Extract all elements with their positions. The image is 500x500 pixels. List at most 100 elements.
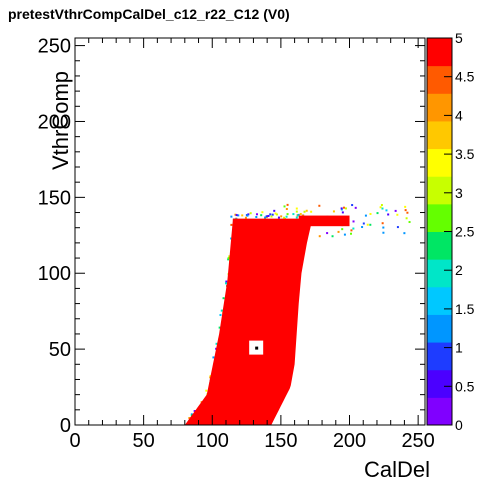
heat-cell [225, 280, 228, 283]
x-axis-label: CalDel [363, 457, 430, 482]
heat-cell [275, 213, 278, 216]
heat-cell [246, 214, 249, 217]
title-box [2, 2, 358, 26]
heat-cell [406, 211, 409, 214]
palette-swatch [427, 259, 452, 288]
heat-cell [283, 216, 286, 219]
heat-cell [342, 206, 345, 209]
palette-swatch [427, 93, 452, 122]
heat-cell [270, 215, 273, 218]
heat-cell [382, 231, 385, 234]
heat-cell [212, 356, 215, 359]
heat-cell [366, 223, 369, 226]
heat-cell [340, 207, 343, 210]
palette-tick-label: 4 [455, 107, 463, 123]
heat-cell [361, 226, 364, 229]
heat-cell [297, 214, 300, 217]
palette-tick-label: 3.5 [455, 146, 475, 162]
palette-swatch [427, 231, 452, 260]
x-tick-label: 100 [196, 430, 229, 452]
heat-cell [280, 215, 283, 218]
heat-cell [362, 222, 365, 225]
heat-cell [205, 389, 208, 392]
heat-cell [344, 207, 347, 210]
heat-cell [341, 228, 344, 231]
heat-cell [241, 214, 244, 217]
heat-cell [295, 207, 298, 210]
palette-tick-label: 4.5 [455, 69, 475, 85]
heat-cell [337, 230, 340, 233]
heat-cell [218, 326, 221, 329]
y-tick-label: 100 [38, 263, 71, 285]
heat-cell [228, 255, 231, 258]
palette-tick-label: 0 [455, 417, 463, 433]
heat-cell [230, 215, 233, 218]
heat-cell [295, 210, 298, 213]
heat-cell [379, 206, 382, 209]
x-tick-label: 0 [69, 430, 80, 452]
plateau-band [298, 215, 350, 227]
heat-cell [277, 216, 280, 219]
heat-cell [381, 222, 384, 225]
heat-cell [234, 213, 237, 216]
palette-tick-label: 3 [455, 185, 463, 201]
palette-tick-label: 1 [455, 340, 463, 356]
heat-cell [404, 205, 407, 208]
heat-cell [382, 226, 385, 229]
heat-cell [380, 204, 383, 207]
heat-cell [247, 213, 250, 216]
heat-cell [352, 220, 355, 223]
heat-cell [352, 227, 355, 230]
heat-cell [286, 203, 289, 206]
main-band [184, 218, 313, 425]
heat-cell [255, 213, 258, 216]
x-tick-label: 250 [401, 430, 434, 452]
heat-cell [350, 232, 353, 235]
heat-cell [408, 221, 411, 224]
heat-cell [285, 215, 288, 218]
heat-cell [350, 229, 353, 232]
palette-tick-label: 5 [455, 30, 463, 46]
y-tick-label: 0 [60, 415, 71, 437]
palette-tick-label: 2 [455, 262, 463, 278]
heat-cell [305, 209, 308, 212]
heat-cell [190, 413, 193, 416]
heat-cell [227, 257, 230, 260]
x-tick-label: 200 [333, 430, 366, 452]
palette-tick-label: 1.5 [455, 301, 475, 317]
palette-swatch [427, 369, 452, 398]
axes: 0 50 100 150 200 250 0 50 100 150 200 250 [38, 36, 435, 452]
heat-cell [215, 347, 218, 350]
heat-cell [261, 211, 264, 214]
heat-cell [219, 314, 222, 317]
chart-title: pretestVthrCompCalDel_c12_r22_C12 (V0) [8, 6, 290, 22]
heat-cell [283, 205, 286, 208]
heat-cell [318, 204, 321, 207]
y-tick-label: 50 [49, 339, 71, 361]
y-tick-label: 250 [38, 36, 71, 58]
heat-cell [235, 214, 238, 217]
x-tick-label: 150 [264, 430, 297, 452]
hole-marker [255, 346, 259, 350]
palette-swatch [427, 176, 452, 205]
heat-cell [220, 309, 223, 312]
heat-cell [188, 417, 191, 420]
heat-cell [331, 235, 334, 238]
heat-cell [230, 237, 233, 240]
y-axis-label: VthrComp [48, 70, 73, 170]
heat-cell [295, 216, 298, 219]
y-tick-label: 200 [38, 111, 71, 133]
palette-swatch [427, 203, 452, 232]
x-tick-label: 50 [133, 430, 155, 452]
heat-cell [303, 210, 306, 213]
heat-cell [332, 210, 335, 213]
heat-cell [341, 211, 344, 214]
heat-cell [269, 213, 272, 216]
heat-cell [385, 209, 388, 212]
heat-cell [285, 208, 288, 211]
heat-cell [267, 214, 270, 217]
heat-cell [343, 233, 346, 236]
heat-cell [354, 206, 357, 209]
palette-swatch [427, 38, 452, 67]
